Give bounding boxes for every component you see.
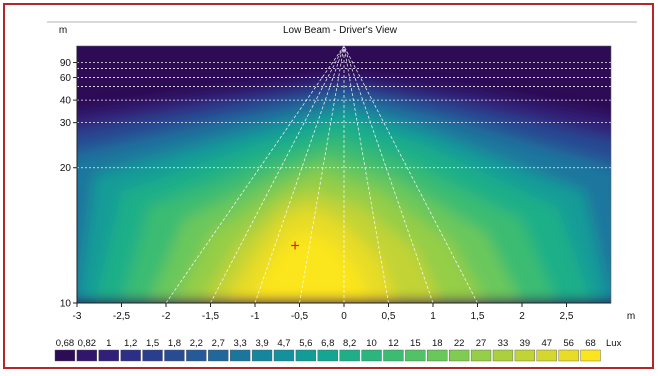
lane-line xyxy=(299,45,345,304)
legend-label-2,2: 2,2 xyxy=(190,338,203,349)
legend-swatch-1,8 xyxy=(164,349,185,362)
y-tick-label-10: 10 xyxy=(60,299,72,310)
y-tick-label-60: 60 xyxy=(60,73,72,84)
chart-title: Low Beam - Driver's View xyxy=(283,25,398,36)
legend-label-3,3: 3,3 xyxy=(234,338,247,349)
x-tick-label-0,5: 0,5 xyxy=(382,311,396,322)
legend-label-5,6: 5,6 xyxy=(299,338,312,349)
y-tick-label-30: 30 xyxy=(60,118,72,129)
legend-label-18: 18 xyxy=(432,338,443,349)
legend-swatch-0,68 xyxy=(54,349,76,362)
lane-line xyxy=(165,45,345,304)
legend-label-1,5: 1,5 xyxy=(146,338,159,349)
legend-label-1,2: 1,2 xyxy=(124,338,137,349)
legend-label-6,8: 6,8 xyxy=(321,338,334,349)
legend-label-12: 12 xyxy=(388,338,399,349)
legend-swatch-47 xyxy=(536,349,557,362)
x-tick-label-1: 1 xyxy=(430,311,436,322)
legend-swatch-68 xyxy=(580,349,601,362)
lane-line xyxy=(343,45,434,304)
x-axis-unit: m xyxy=(627,311,635,322)
x-tick-label--1,5: -1,5 xyxy=(202,311,220,322)
legend-swatch-2,7 xyxy=(208,349,229,362)
x-tick-label--2,5: -2,5 xyxy=(113,311,131,322)
legend-swatch-10 xyxy=(361,349,382,362)
x-tick-label--1: -1 xyxy=(251,311,260,322)
legend-label-0,82: 0,82 xyxy=(78,338,97,349)
x-tick-label-2: 2 xyxy=(519,311,525,322)
legend-swatch-22 xyxy=(449,349,470,362)
legend-swatch-8,2 xyxy=(339,349,360,362)
lux-legend: 0,68 0,82 1 1,2 1,5 1,8 2,2 2,7 3,3 3,9 4,7 5,6 6,8 8… xyxy=(54,338,601,362)
plot-area xyxy=(76,45,612,304)
legend-swatch-1 xyxy=(98,349,119,362)
legend-unit: Lux xyxy=(606,338,622,349)
y-tick-label-90: 90 xyxy=(60,58,72,69)
legend-swatch-3,9 xyxy=(251,349,273,362)
x-tick-label-1,5: 1,5 xyxy=(471,311,485,322)
y-tick-label-40: 40 xyxy=(60,96,72,107)
legend-swatch-39 xyxy=(514,349,535,362)
legend-label-68: 68 xyxy=(585,338,596,349)
legend-swatch-4,7 xyxy=(273,349,295,362)
legend-swatch-15 xyxy=(405,349,426,362)
legend-swatch-12 xyxy=(383,349,404,362)
legend-label-22: 22 xyxy=(454,338,465,349)
legend-label-39: 39 xyxy=(520,338,531,349)
x-tick-label--3: -3 xyxy=(73,311,82,322)
x-tick-label--0,5: -0,5 xyxy=(291,311,309,322)
legend-label-47: 47 xyxy=(541,338,552,349)
legend-swatch-56 xyxy=(558,349,579,362)
x-tick-label-2,5: 2,5 xyxy=(560,311,574,322)
legend-label-3,9: 3,9 xyxy=(255,338,268,349)
legend-label-4,7: 4,7 xyxy=(277,338,290,349)
chart-frame: Low Beam - Driver's View m m 90 60 40 30 20 1… xyxy=(3,3,654,369)
legend-swatch-33 xyxy=(492,349,514,362)
legend-label-8,2: 8,2 xyxy=(343,338,356,349)
legend-label-15: 15 xyxy=(410,338,421,349)
lane-line xyxy=(210,45,345,304)
isolux-chart: Low Beam - Driver's View m m 90604030201… xyxy=(47,21,637,362)
legend-swatch-6,8 xyxy=(317,349,338,362)
legend-label-1: 1 xyxy=(106,338,111,349)
y-axis-unit: m xyxy=(59,25,67,36)
legend-swatch-1,2 xyxy=(120,349,141,362)
x-tick-label--2: -2 xyxy=(162,311,171,322)
isolux-band-11 xyxy=(250,231,371,303)
y-tick-label-20: 20 xyxy=(60,163,72,174)
legend-swatch-5,6 xyxy=(295,349,316,362)
legend-label-56: 56 xyxy=(563,338,574,349)
x-axis: -3 -2,5 -2 -1,5 -1 -0,5 0 0,5 1 1,5 2 2,5 xyxy=(73,302,611,322)
legend-label-1,8: 1,8 xyxy=(168,338,181,349)
legend-label-33: 33 xyxy=(498,338,509,349)
lane-line xyxy=(343,45,478,304)
illuminance-field xyxy=(77,46,611,303)
legend-label-2,7: 2,7 xyxy=(212,338,225,349)
legend-swatch-0,82 xyxy=(76,349,98,362)
isolux-bands xyxy=(77,76,611,303)
legend-label-0,68: 0,68 xyxy=(56,338,75,349)
legend-swatch-18 xyxy=(427,349,448,362)
legend-swatch-2,2 xyxy=(186,349,207,362)
lane-line xyxy=(254,45,345,304)
legend-swatch-1,5 xyxy=(142,349,163,362)
legend-label-10: 10 xyxy=(366,338,377,349)
legend-swatch-27 xyxy=(470,349,492,362)
y-axis: 90 60 40 30 20 10 xyxy=(60,46,78,310)
legend-label-27: 27 xyxy=(476,338,487,349)
lane-line xyxy=(343,45,389,304)
legend-swatch-3,3 xyxy=(229,349,251,362)
x-tick-label-0: 0 xyxy=(341,311,347,322)
